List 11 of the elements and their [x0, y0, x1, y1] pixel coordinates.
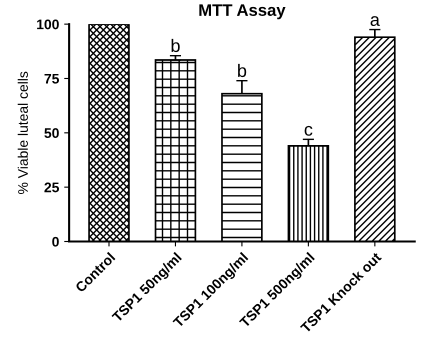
annotation: b — [238, 64, 246, 78]
annotation: b — [172, 38, 180, 52]
y-tick-label: 75 — [44, 74, 60, 84]
y-axis-title: % Viable luteal cells — [18, 72, 28, 194]
annotation: c — [304, 126, 312, 136]
y-tick-label: 100 — [37, 19, 59, 30]
annotation: a — [370, 16, 380, 26]
y-tick-label: 50 — [44, 128, 59, 138]
y-tick-label: 25 — [44, 182, 60, 192]
y-tick-label: 0 — [52, 236, 59, 247]
chart-title: MTT Assay — [199, 4, 286, 20]
